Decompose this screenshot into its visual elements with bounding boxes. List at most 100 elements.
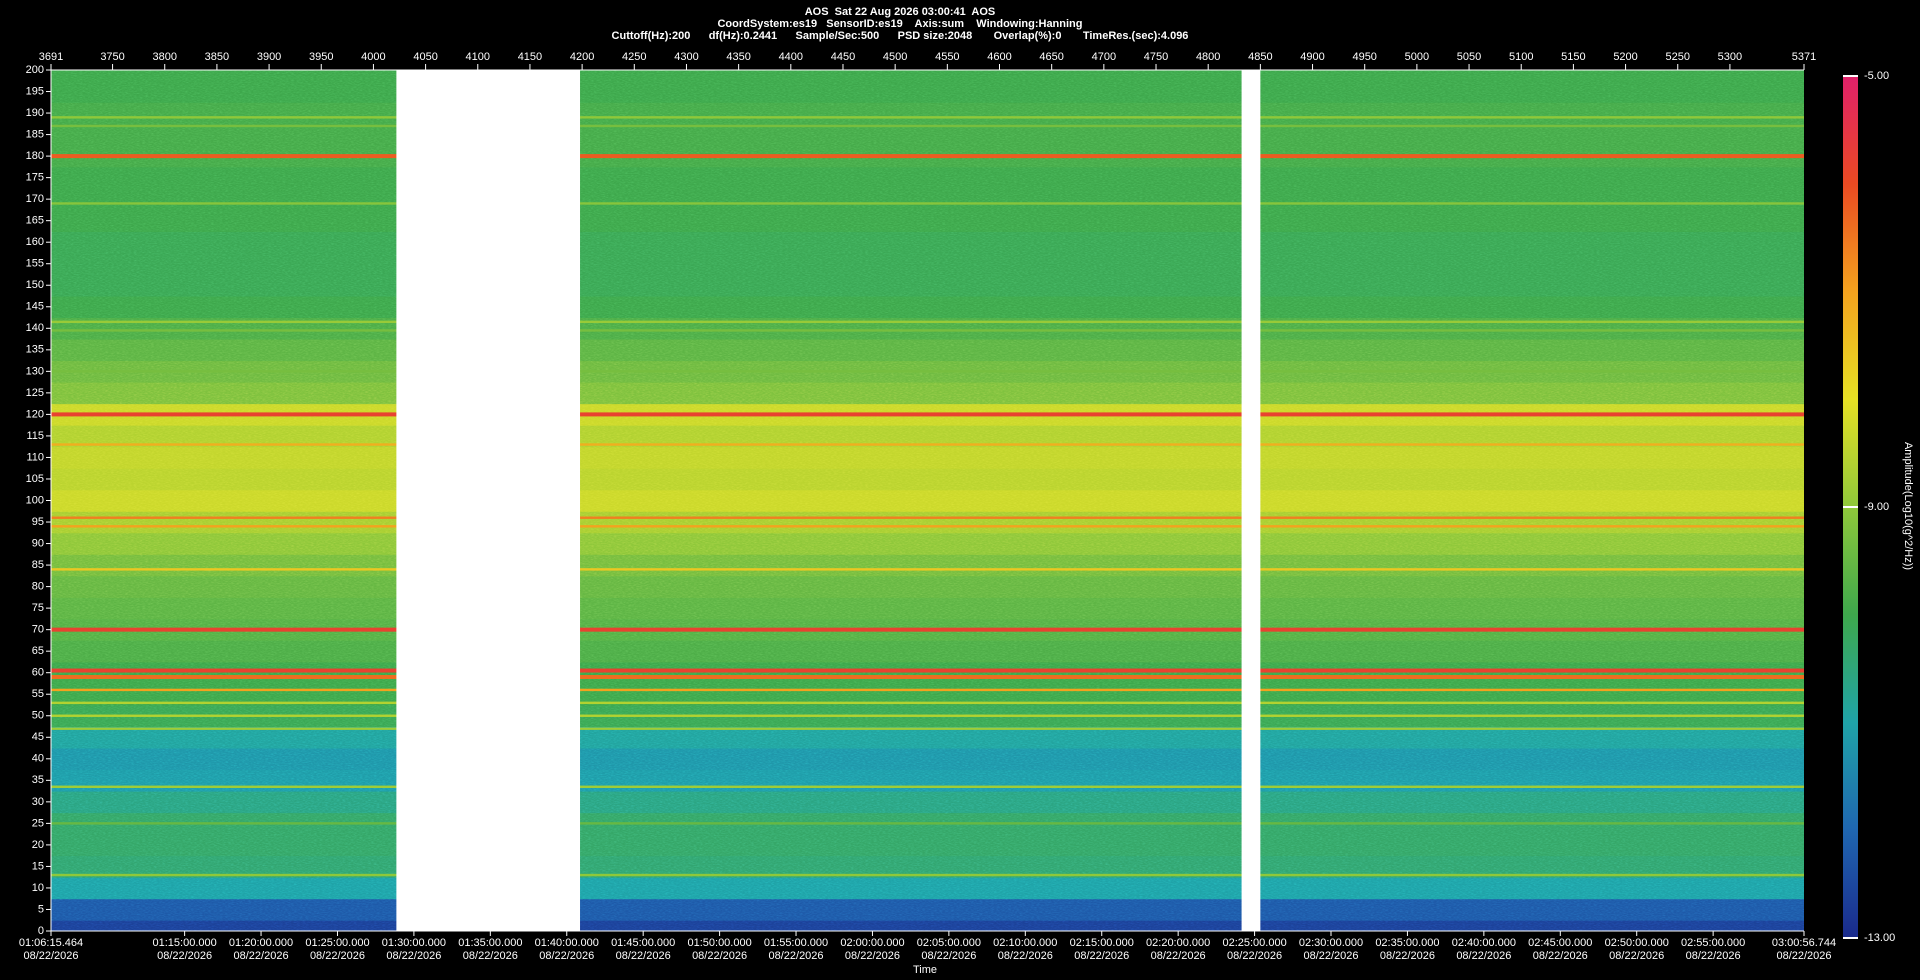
x-tick-date: 08/22/2026 [1074,950,1129,962]
x-tick-label-top: 4950 [1352,51,1376,63]
y-tick-label: 115 [26,430,44,442]
frequency-line [51,627,1804,632]
x-tick-date: 08/22/2026 [845,950,900,962]
x-tick-label-top: 4000 [361,51,385,63]
y-tick-label: 70 [32,624,44,636]
y-tick-label: 125 [26,387,44,399]
x-tick-label-bottom: 01:20:00.000 [229,937,293,949]
y-tick-label: 45 [32,731,44,743]
frequency-line [51,701,1804,705]
colorbar-tick-label: -13.00 [1864,932,1895,944]
data-gap [1241,70,1261,931]
x-tick-label-top: 4850 [1248,51,1272,63]
y-tick-label: 160 [26,236,44,248]
frequency-line [51,516,1804,519]
y-tick-label: 25 [32,817,44,829]
frequency-line [51,329,1804,332]
x-tick-date: 08/22/2026 [921,950,976,962]
x-tick-label-top: 4050 [413,51,437,63]
y-tick-label: 40 [32,753,44,765]
x-tick-label-bottom: 01:30:00.000 [382,937,446,949]
x-tick-label-top: 5300 [1718,51,1742,63]
y-tick-label: 35 [32,774,44,786]
y-tick-label: 80 [32,581,44,593]
y-tick-label: 20 [32,839,44,851]
frequency-line [51,370,1804,373]
x-tick-label-bottom: 01:25:00.000 [305,937,369,949]
noise-texture [51,70,1804,931]
x-tick-label-top: 3750 [100,51,124,63]
frequency-line [51,202,1804,205]
y-tick-label: 30 [32,796,44,808]
y-tick-label: 150 [26,279,44,291]
colorbar-label: Amplitude(Log10(g^2/Hz)) [1902,442,1914,570]
x-tick-date: 08/22/2026 [1609,950,1664,962]
y-tick-label: 65 [32,645,44,657]
x-tick-label-top: 4150 [518,51,542,63]
x-tick-date: 08/22/2026 [998,950,1053,962]
x-tick-date: 08/22/2026 [539,950,594,962]
y-tick-label: 155 [26,258,44,270]
y-tick-label: 185 [26,128,44,140]
frequency-line [51,714,1804,717]
x-tick-label-bottom: 02:55:00.000 [1681,937,1745,949]
settings-line: Cuttoff(Hz):200 df(Hz):0.2441 Sample/Sec… [612,30,1189,42]
frequency-line [51,688,1804,692]
x-tick-label-top: 4250 [622,51,646,63]
x-tick-label-bottom: 01:50:00.000 [687,937,751,949]
x-tick-label-bottom: 02:45:00.000 [1528,937,1592,949]
x-tick-label-bottom: 02:10:00.000 [993,937,1057,949]
x-tick-date: 08/22/2026 [1533,950,1588,962]
y-tick-label: 165 [26,215,44,227]
y-tick-label: 105 [26,473,44,485]
x-tick-label-top: 4650 [1039,51,1063,63]
y-tick-label: 175 [26,172,44,184]
y-tick-label: 110 [26,451,44,463]
x-tick-label-bottom: 02:35:00.000 [1375,937,1439,949]
frequency-line [51,320,1804,324]
x-tick-label-top: 4300 [674,51,698,63]
x-tick-label-bottom: 02:00:00.000 [840,937,904,949]
x-tick-label-top: 4100 [466,51,490,63]
frequency-line [51,116,1804,119]
y-tick-label: 195 [26,85,44,97]
x-tick-label-bottom: 01:55:00.000 [764,937,828,949]
x-tick-label-top: 4500 [883,51,907,63]
y-tick-label: 140 [26,322,44,334]
x-tick-date: 08/22/2026 [1380,950,1435,962]
colorbar-tick-label: -9.00 [1864,501,1889,513]
x-tick-label-top: 4400 [779,51,803,63]
x-tick-label-bottom: 02:15:00.000 [1070,937,1134,949]
x-tick-label-bottom: 01:06:15.464 [19,937,83,949]
x-tick-label-top: 3691 [39,51,63,63]
plot-area [51,70,1804,931]
x-tick-date: 08/22/2026 [157,950,212,962]
y-tick-label: 120 [26,408,44,420]
x-tick-date: 08/22/2026 [1303,950,1358,962]
x-tick-label-top: 4350 [726,51,750,63]
frequency-line [51,785,1804,788]
x-tick-label-bottom: 02:30:00.000 [1299,937,1363,949]
x-tick-label-top: 4750 [1144,51,1168,63]
frequency-line [51,568,1804,571]
frequency-line [51,124,1804,128]
y-tick-label: 85 [32,559,44,571]
x-tick-date: 08/22/2026 [463,950,518,962]
x-tick-label-top: 3900 [257,51,281,63]
y-tick-label: 190 [26,107,44,119]
x-tick-label-bottom: 01:45:00.000 [611,937,675,949]
x-tick-label-top: 5200 [1613,51,1637,63]
chart-title: AOS Sat 22 Aug 2026 03:00:41 AOS [805,6,996,18]
x-tick-label-top: 4600 [987,51,1011,63]
y-tick-label: 95 [32,516,44,528]
x-tick-label-top: 3800 [152,51,176,63]
x-axis-label: Time [913,964,937,976]
y-tick-label: 90 [32,537,44,549]
x-tick-date: 08/22/2026 [386,950,441,962]
frequency-line [51,873,1804,877]
x-tick-label-bottom: 02:25:00.000 [1222,937,1286,949]
frequency-line [51,154,1804,159]
x-tick-label-top: 3950 [309,51,333,63]
x-tick-label-bottom: 01:15:00.000 [153,937,217,949]
x-tick-date: 08/22/2026 [1776,950,1831,962]
